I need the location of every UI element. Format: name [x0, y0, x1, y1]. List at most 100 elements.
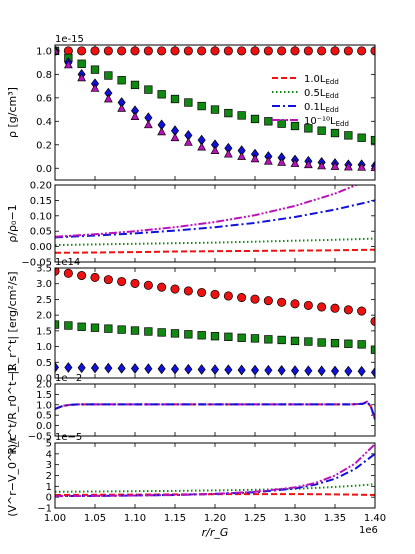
- data-point: [223, 46, 233, 56]
- x-tick-label: 1.20: [204, 513, 226, 524]
- data-point: [103, 94, 113, 103]
- data-point: [344, 339, 353, 348]
- data-point: [77, 362, 86, 374]
- series-1e-10L_Edd: [55, 443, 375, 498]
- y-tick-label: 0.8: [36, 70, 52, 81]
- data-point: [157, 363, 166, 375]
- x-tick-label: 1.15: [164, 513, 186, 524]
- y-tick-label: −0.5: [28, 432, 52, 443]
- data-point: [343, 46, 353, 56]
- data-point: [130, 111, 140, 120]
- data-point: [103, 46, 113, 56]
- data-point: [237, 46, 247, 56]
- data-point: [357, 306, 367, 316]
- data-point: [330, 365, 340, 377]
- data-point: [357, 133, 366, 142]
- data-point: [330, 128, 340, 138]
- y-axis-label: R_r^t/R_r0^t−1: [6, 365, 19, 454]
- data-point: [117, 325, 126, 334]
- data-point: [263, 296, 273, 306]
- data-point: [250, 46, 260, 56]
- series-0.5L_Edd: [55, 46, 375, 145]
- y-tick-label: 3: [46, 460, 52, 471]
- data-point: [197, 142, 207, 151]
- data-point: [130, 46, 140, 56]
- series-1e-10L_Edd: [55, 185, 359, 238]
- data-point: [90, 272, 100, 282]
- data-point: [117, 76, 126, 85]
- data-point: [143, 46, 153, 56]
- data-point: [197, 46, 207, 56]
- data-point: [290, 46, 300, 56]
- data-point: [277, 119, 286, 128]
- y-tick-label: 1.0: [36, 46, 52, 57]
- data-point: [77, 270, 87, 281]
- data-point: [317, 160, 327, 170]
- data-point: [157, 46, 167, 56]
- y-tick-label: 5: [46, 439, 52, 450]
- x-offset-label: 1e6: [359, 525, 378, 536]
- y-axis-label: (V^r−V_0^r)/c: [6, 434, 19, 517]
- data-point: [317, 365, 326, 377]
- data-point: [143, 119, 153, 129]
- data-point: [357, 46, 367, 56]
- data-point: [264, 364, 273, 376]
- data-point: [317, 302, 327, 312]
- data-point: [250, 114, 260, 124]
- data-point: [277, 297, 287, 307]
- y-axis-label: ρ/ρ₀−1: [6, 204, 19, 242]
- data-point: [263, 46, 273, 56]
- data-point: [277, 157, 287, 166]
- panel-density: 0.0 0.2 0.4 0.6 0.8 1.01e-15 ρ [g/cm³] 1.0LEdd 0…: [6, 34, 376, 181]
- series-line: [55, 483, 375, 493]
- panel-density-deviation: −0.05 0.00 0.05 0.10 0.15 0.20 ρ/ρ₀−1: [6, 181, 376, 269]
- data-point: [264, 117, 273, 126]
- data-point: [157, 90, 166, 99]
- data-point: [290, 299, 300, 309]
- data-point: [304, 124, 313, 133]
- series-0.1L_Edd: [55, 361, 375, 378]
- axes-frame: [54, 184, 376, 263]
- series-1e-10L_Edd: [55, 400, 375, 420]
- plot-area: [55, 268, 375, 378]
- data-point: [90, 83, 100, 92]
- data-point: [90, 362, 100, 374]
- series-line: [55, 248, 375, 254]
- data-point: [170, 94, 180, 104]
- series-line: [55, 199, 375, 239]
- data-point: [303, 159, 313, 169]
- y-tick-label: 3.0: [36, 279, 52, 290]
- series-0.1L_Edd: [55, 199, 375, 239]
- x-tick-label: 1.25: [244, 513, 266, 524]
- axes-frame: [54, 383, 376, 437]
- y-tick-label: 0.4: [36, 117, 52, 128]
- y-tick-label: 0.2: [36, 140, 52, 151]
- y-tick-label: 1.0: [36, 342, 52, 353]
- data-point: [130, 278, 140, 288]
- data-point: [77, 72, 87, 82]
- data-point: [55, 268, 60, 276]
- data-point: [223, 291, 233, 301]
- x-tick-label: 1.05: [84, 513, 106, 524]
- y-tick-label: 1: [46, 482, 52, 493]
- legend-entry: 10⁻¹⁰LEdd: [304, 116, 349, 128]
- data-point: [197, 331, 206, 340]
- y-tick-label: 3.5: [36, 264, 52, 275]
- series-line: [55, 453, 375, 498]
- series-0.5L_Edd: [55, 320, 375, 354]
- data-point: [237, 151, 247, 160]
- data-point: [210, 332, 220, 341]
- x-tick-label: 1.30: [284, 513, 306, 524]
- data-point: [303, 46, 313, 56]
- data-point: [117, 46, 127, 56]
- data-point: [64, 362, 73, 373]
- series-1.0L_Edd: [55, 46, 375, 56]
- offset-label: 1e14: [55, 257, 80, 268]
- legend-entry: 1.0LEdd: [304, 74, 339, 86]
- y-tick-label: 0: [46, 493, 52, 504]
- data-point: [290, 365, 300, 376]
- data-point: [104, 362, 113, 374]
- data-point: [317, 46, 327, 56]
